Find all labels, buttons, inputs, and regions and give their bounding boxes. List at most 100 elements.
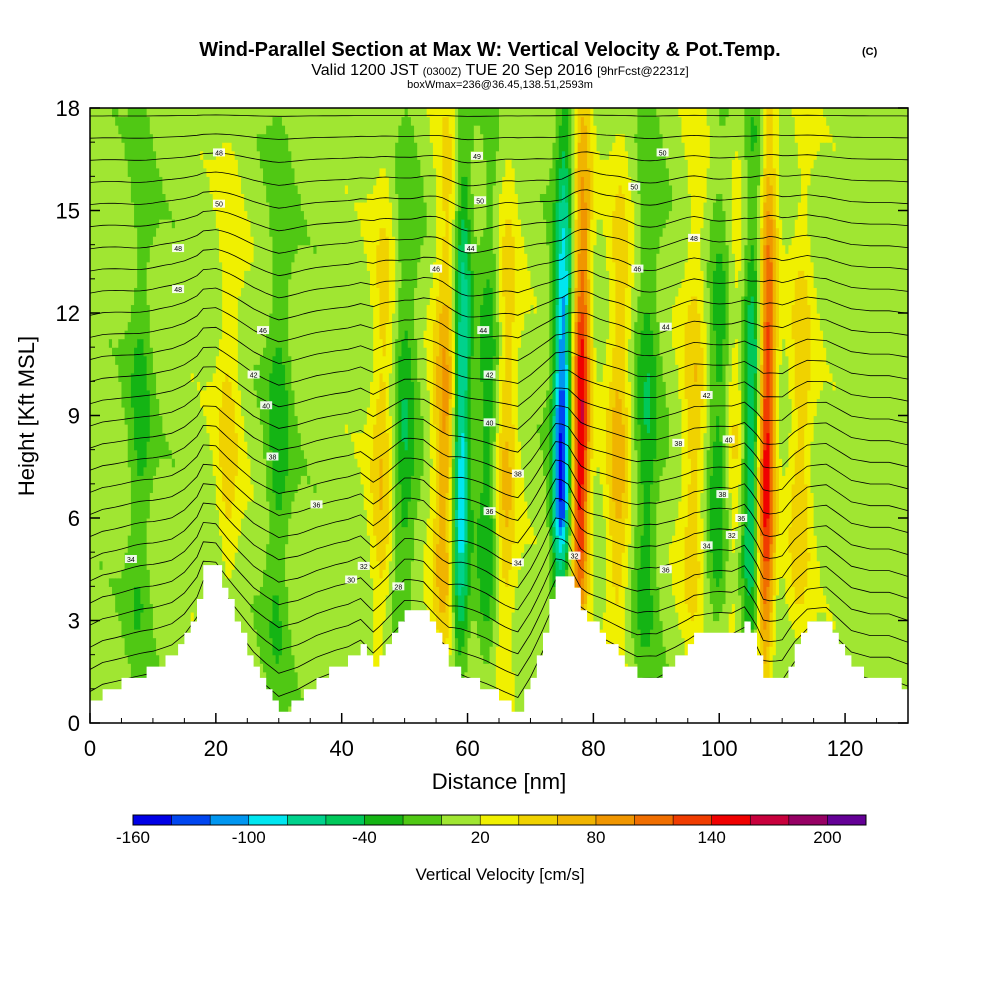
- velocity-cell: [322, 108, 327, 723]
- velocity-cell: [653, 458, 657, 690]
- velocity-cell: [360, 432, 365, 485]
- velocity-cell: [517, 347, 522, 442]
- velocity-cell: [511, 236, 516, 323]
- isentrope-label: 44: [659, 322, 672, 332]
- velocity-cell: [445, 415, 450, 493]
- velocity-cell: [417, 500, 421, 664]
- velocity-cell: [779, 108, 783, 220]
- velocity-cell: [344, 424, 349, 434]
- velocity-cell: [237, 389, 242, 536]
- velocity-cell: [665, 167, 670, 220]
- velocity-cell: [285, 133, 289, 391]
- velocity-cell: [659, 620, 664, 681]
- y-tick-label: 12: [56, 301, 80, 326]
- velocity-cell: [398, 483, 403, 707]
- velocity-cell: [832, 142, 837, 152]
- x-tick-label: 0: [84, 736, 96, 761]
- velocity-cell: [395, 108, 399, 143]
- velocity-cell: [414, 518, 418, 639]
- isentrope-label: 36: [659, 565, 672, 574]
- velocity-cell: [436, 586, 440, 630]
- velocity-cell: [470, 270, 475, 357]
- velocity-cell: [832, 620, 837, 630]
- velocity-cell: [480, 381, 484, 493]
- isentrope-label: 32: [357, 561, 370, 571]
- velocity-cell: [357, 219, 362, 434]
- velocity-cell: [533, 313, 538, 536]
- velocity-cell: [442, 236, 447, 306]
- velocity-cell: [244, 441, 248, 511]
- velocity-cell: [225, 108, 230, 143]
- velocity-cell: [426, 108, 431, 118]
- velocity-cell: [266, 330, 270, 502]
- velocity-cell: [212, 475, 217, 622]
- velocity-cell: [753, 441, 758, 630]
- velocity-cell: [313, 108, 318, 246]
- velocity-cell: [665, 219, 670, 408]
- velocity-cell: [747, 594, 752, 630]
- velocity-cell: [502, 108, 506, 177]
- velocity-cell: [297, 688, 302, 707]
- velocity-cell: [738, 108, 742, 160]
- velocity-cell: [561, 227, 566, 297]
- velocity-cell: [769, 219, 774, 263]
- isentrope-label: 40: [722, 435, 735, 444]
- velocity-cell: [703, 321, 708, 434]
- velocity-cell: [420, 108, 425, 177]
- velocity-cell: [716, 381, 720, 417]
- velocity-cell: [766, 620, 771, 647]
- velocity-cell: [823, 381, 827, 596]
- velocity-cell: [602, 108, 607, 160]
- velocity-cell: [370, 304, 374, 382]
- velocity-cell: [118, 116, 123, 135]
- velocity-cell: [546, 526, 550, 639]
- y-tick-label: 6: [68, 506, 80, 531]
- velocity-cell: [725, 560, 730, 647]
- velocity-cell: [700, 492, 705, 519]
- velocity-cell: [445, 304, 450, 365]
- chart-title: Wind-Parallel Section at Max W: Vertical…: [199, 39, 780, 61]
- velocity-cell: [555, 535, 560, 562]
- velocity-cell: [555, 560, 560, 579]
- velocity-cell: [719, 577, 723, 613]
- velocity-cell: [480, 654, 484, 723]
- velocity-cell: [561, 108, 566, 152]
- velocity-cell: [734, 424, 739, 459]
- velocity-cell: [558, 108, 563, 126]
- velocity-cell: [432, 424, 437, 519]
- velocity-cell: [656, 108, 661, 118]
- velocity-cell: [429, 108, 434, 143]
- velocity-cell: [760, 415, 764, 459]
- velocity-cell: [259, 133, 264, 169]
- velocity-cell: [495, 321, 500, 365]
- velocity-cell: [524, 313, 528, 502]
- velocity-cell: [291, 108, 296, 169]
- velocity-cell: [124, 108, 129, 118]
- velocity-cell: [467, 270, 472, 357]
- velocity-cell: [882, 108, 887, 723]
- velocity-cell: [134, 287, 138, 348]
- velocity-cell: [593, 244, 598, 348]
- isentrope-label: 48: [688, 233, 701, 243]
- velocity-cell: [587, 355, 591, 442]
- velocity-cell: [502, 449, 506, 511]
- velocity-cell: [722, 108, 727, 126]
- isentrope-line: [90, 459, 908, 521]
- velocity-cell: [215, 355, 220, 511]
- velocity-cell: [313, 244, 318, 254]
- velocity-cell: [829, 372, 834, 382]
- velocity-cell: [388, 108, 393, 203]
- velocity-cell: [533, 543, 538, 723]
- velocity-cell: [779, 577, 783, 723]
- velocity-cell: [121, 116, 126, 143]
- velocity-cell: [256, 406, 261, 596]
- isentrope-line: [90, 307, 908, 343]
- subtitle-utc: (0300Z): [423, 66, 462, 78]
- velocity-cell: [159, 458, 163, 673]
- velocity-cell: [354, 458, 359, 681]
- velocity-cell: [829, 108, 834, 135]
- velocity-cell: [146, 389, 151, 442]
- velocity-cell: [734, 338, 739, 425]
- svg-text:36: 36: [313, 502, 321, 509]
- velocity-cell: [196, 108, 201, 382]
